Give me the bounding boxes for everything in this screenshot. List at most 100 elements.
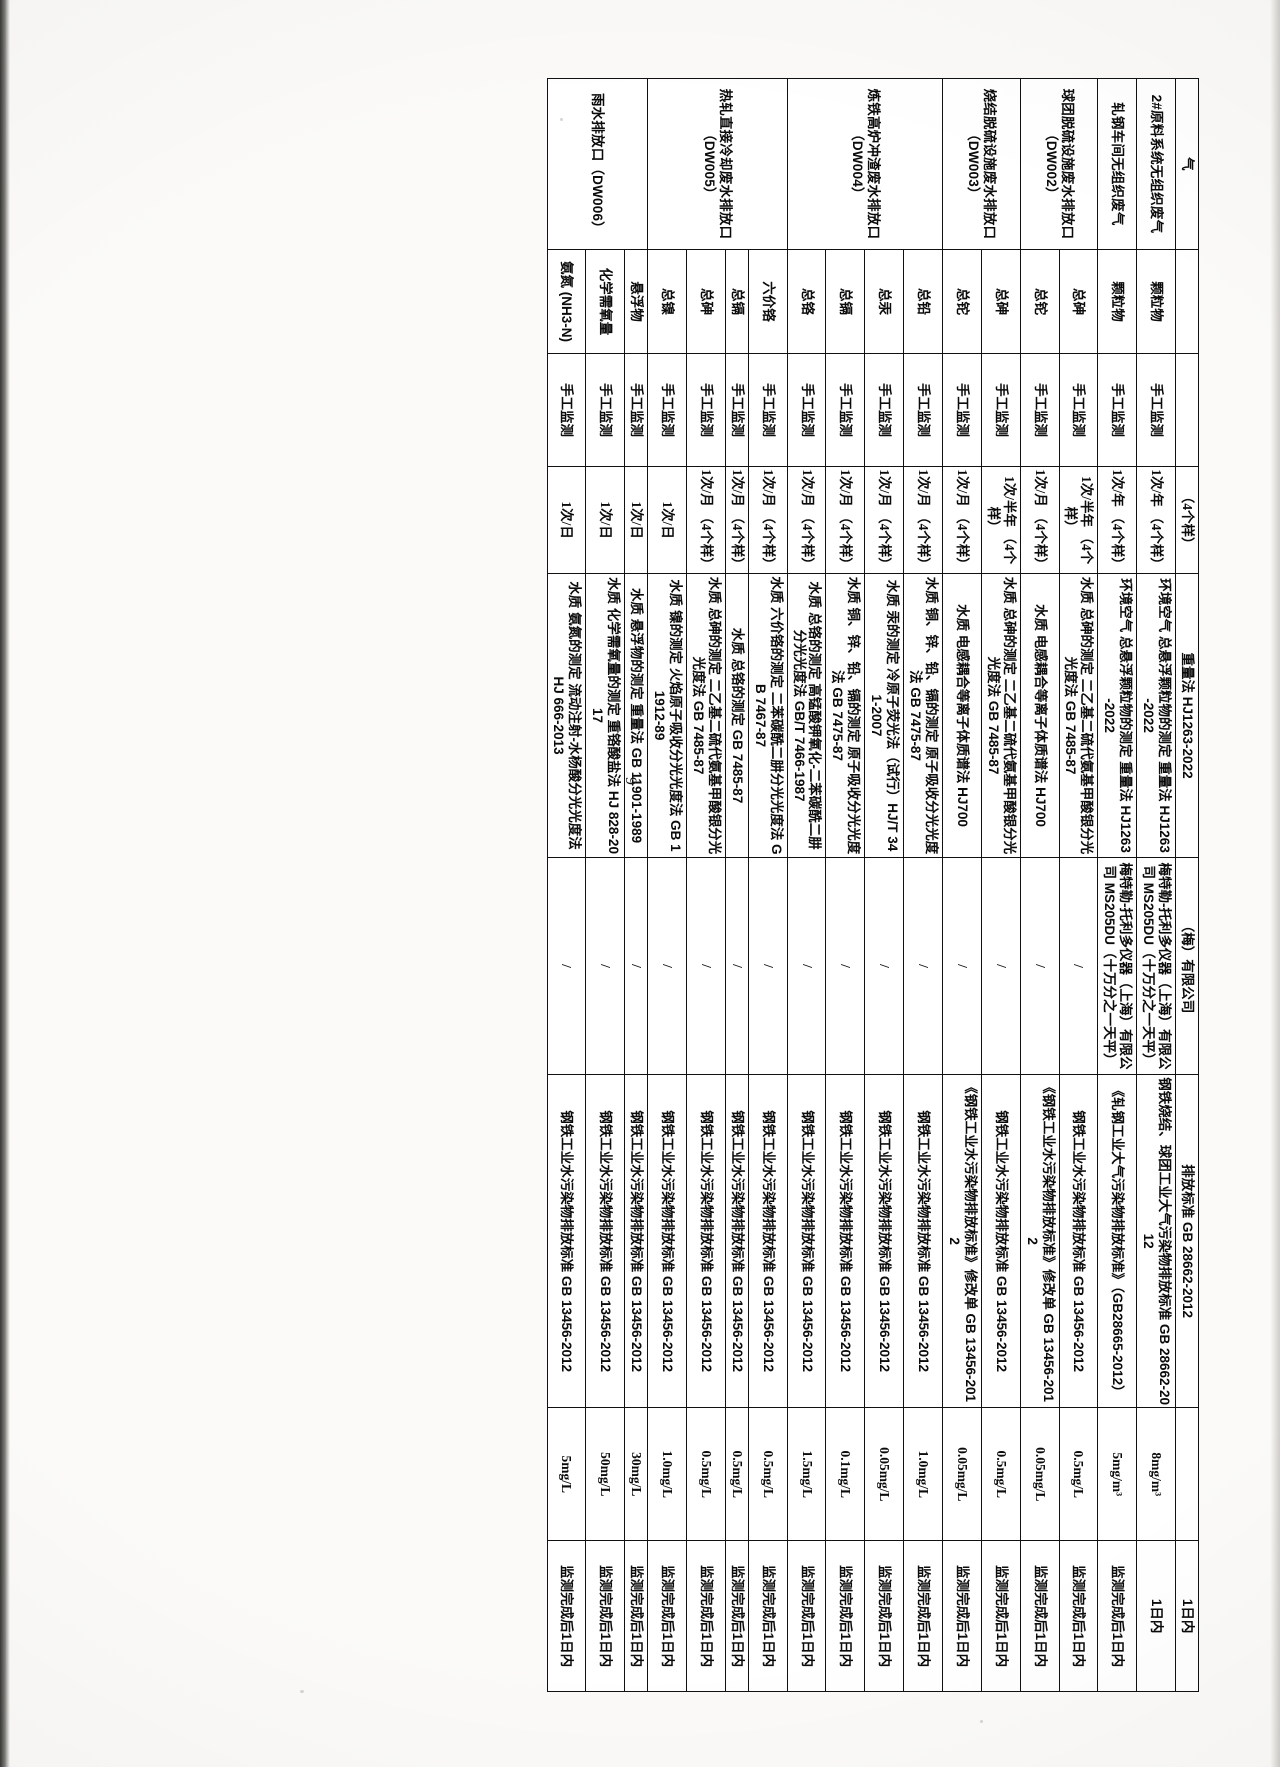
cell-monitoring-method: 手工监测	[825, 353, 865, 467]
table-row: 球团脱硫设施废水排放口（DW002） 总砷 手工监测 1次/半年 （4个样） 水质 总砷…	[1020, 78, 1098, 1691]
table-header-row: 气 （4个样） 重量法 HJ1263-2022 （梅）有限公司 排放标准 GB 2866…	[1175, 78, 1199, 1691]
cell-limit-value: 0.5mg/L	[725, 1407, 749, 1541]
cell-analysis-method: 水质 铜、锌、铅、镉的测定 原子吸收分光光度法 GB 7475-87	[903, 573, 943, 857]
cell-emission-standard: 钢铁工业水污染物排放标准 GB 13456-2012	[1059, 1074, 1098, 1408]
cell-instrument: /	[864, 856, 904, 1075]
cell-emission-standard: 《轧钢工业大气污染物排放标准》（GB28665-2012）	[1097, 1074, 1137, 1408]
cell-monitoring-frequency: 1次/月 （4个样）	[942, 466, 982, 574]
cell-instrument: /	[686, 856, 726, 1075]
table-row: 雨水排放口（DW006） 悬浮物 手工监测 1次/日 水质 悬浮物的测定 重量法 GB …	[547, 78, 648, 1691]
cell-limit-value: 5mg/m³	[1097, 1407, 1137, 1541]
cell-monitoring-frequency: 1次/年 （4个样）	[1136, 466, 1176, 574]
cell-report-time: 监测完成后1日内	[624, 1540, 648, 1691]
cell-analysis-method: 水质 铜、锌、铅、镉的测定 原子吸收分光光度法 GB 7475-87	[825, 573, 865, 857]
cell-limit-value: 1.0mg/L	[647, 1407, 687, 1541]
cell-monitoring-frequency: 1次/月 （4个样）	[748, 466, 788, 574]
cell-limit-value: 0.5mg/L	[686, 1407, 726, 1541]
cell-emission-standard: 钢铁工业水污染物排放标准 GB 13456-2012	[547, 1074, 586, 1408]
cell-instrument: /	[748, 856, 788, 1075]
cell-instrument: 梅特勒-托利多仪器（上海）有限公司 MS205DU（十万分之一天平）	[1097, 856, 1137, 1075]
cell-limit-value: 50mg/L	[585, 1407, 625, 1541]
cell-emission-standard: 《钢铁工业水污染物排放标准》修改单 GB 13456-2012	[1020, 1074, 1060, 1408]
cell-monitoring-frequency: 1次/月 （4个样）	[725, 466, 749, 574]
cell-instrument: /	[903, 856, 943, 1075]
cell-instrument: /	[1020, 856, 1060, 1075]
cell-monitoring-method: 手工监测	[1097, 353, 1137, 467]
cell-monitoring-frequency: 1次/月 （4个样）	[686, 466, 726, 574]
cell-emission-standard: 钢铁工业水污染物排放标准 GB 13456-2012	[686, 1074, 726, 1408]
cell-analysis-method: 环境空气 总悬浮颗粒物的测定 重量法 HJ1263-2022	[1097, 573, 1137, 857]
table-row: 轧钢车间无组织废气 颗粒物 手工监测 1次/年 （4个样） 环境空气 总悬浮颗粒物的测定…	[1097, 78, 1137, 1691]
scan-speck	[300, 1690, 304, 1693]
cell-instrument: /	[725, 856, 749, 1075]
cell-report-time: 监测完成后1日内	[864, 1540, 904, 1691]
table-row: 总汞 手工监测 1次/月 （4个样） 水质 汞的测定 冷原子荧光法（试行）HJ/T 3…	[864, 78, 904, 1691]
table-row: 总镍 手工监测 1次/日 水质 镍的测定 火焰原子吸收分光光度法 GB 11912-8…	[647, 78, 687, 1691]
cell-pollution-source: 热轧直接冷却废水排放口（DW005）	[647, 78, 788, 249]
cell-instrument: /	[981, 856, 1021, 1075]
cell-monitoring-method: 手工监测	[647, 353, 687, 467]
cell-monitoring-frequency: 1次/月 （4个样）	[825, 466, 865, 574]
header-limit-value	[1175, 1407, 1199, 1541]
cell-monitoring-frequency: 1次/月 （4个样）	[903, 466, 943, 574]
cell-report-time: 监测完成后1日内	[903, 1540, 943, 1691]
cell-instrument: /	[1059, 856, 1098, 1075]
cell-limit-value: 30mg/L	[624, 1407, 648, 1541]
header-pollution-source: 气	[1175, 78, 1199, 249]
cell-monitoring-item: 氨氮 (NH3-N)	[547, 248, 586, 354]
cell-monitoring-frequency: 1次/月 （4个样）	[1020, 466, 1060, 574]
cell-pollution-source: 2#原料系统无组织废气	[1136, 78, 1176, 249]
cell-monitoring-item: 化学需氧量	[585, 248, 625, 354]
table-row: 总铊 手工监测 1次/月 （4个样） 水质 电感耦合等离子体质谱法 HJ700/《钢铁…	[942, 78, 982, 1691]
cell-monitoring-item: 颗粒物	[1097, 248, 1137, 354]
cell-report-time: 监测完成后1日内	[825, 1540, 865, 1691]
table-row: 总铊 手工监测 1次/月 （4个样） 水质 电感耦合等离子体质谱法 HJ700/《钢铁…	[1020, 78, 1060, 1691]
cell-monitoring-item: 总铊	[1020, 248, 1060, 354]
rotated-table-stage: 气 （4个样） 重量法 HJ1263-2022 （梅）有限公司 排放标准 GB 2866…	[75, 54, 1205, 1714]
header-emission-standard: 排放标准 GB 28662-2012	[1175, 1074, 1199, 1408]
cell-limit-value: 0.5mg/L	[1059, 1407, 1098, 1541]
cell-report-time: 监测完成后1日内	[1097, 1540, 1137, 1691]
cell-analysis-method: 水质 总铬的测定 GB 7485-87	[725, 573, 749, 857]
cell-analysis-method: 水质 化学需氧量的测定 重铬酸盐法 HJ 828-2017	[585, 573, 625, 857]
cell-emission-standard: 钢铁工业水污染物排放标准 GB 13456-2012	[647, 1074, 687, 1408]
cell-analysis-method: 水质 六价铬的测定 二苯碳酰二肼分光光度法 GB 7467-87	[748, 573, 788, 857]
cell-report-time: 监测完成后1日内	[942, 1540, 982, 1691]
cell-emission-standard: 钢铁工业水污染物排放标准 GB 13456-2012	[624, 1074, 648, 1408]
cell-report-time: 监测完成后1日内	[686, 1540, 726, 1691]
scan-right-edge-shadow	[1270, 0, 1280, 1767]
cell-emission-standard: 钢铁烧结、球团工业大气污染物排放标准 GB 28662-2012	[1136, 1074, 1176, 1408]
cell-emission-standard: 钢铁工业水污染物排放标准 GB 13456-2012	[585, 1074, 625, 1408]
cell-report-time: 监测完成后1日内	[547, 1540, 586, 1691]
cell-monitoring-frequency: 1次/年 （4个样）	[1097, 466, 1137, 574]
cell-analysis-method: 水质 电感耦合等离子体质谱法 HJ700	[942, 573, 982, 857]
cell-limit-value: 0.05mg/L	[1020, 1407, 1060, 1541]
cell-report-time: 监测完成后1日内	[787, 1540, 826, 1691]
cell-limit-value: 0.05mg/L	[864, 1407, 904, 1541]
cell-limit-value: 8mg/m³	[1136, 1407, 1176, 1541]
cell-monitoring-method: 手工监测	[903, 353, 943, 467]
scan-left-edge-shadow	[0, 0, 10, 1767]
table-row: 总铬 手工监测 1次/月 （4个样） 水质 总铬的测定 高锰酸钾氧化-二苯碳酰二肼分光…	[787, 78, 826, 1691]
cell-monitoring-method: 手工监测	[585, 353, 625, 467]
cell-monitoring-item: 总铊	[942, 248, 982, 354]
cell-monitoring-item: 总砷	[686, 248, 726, 354]
cell-emission-standard: 钢铁工业水污染物排放标准 GB 13456-2012	[725, 1074, 749, 1408]
cell-instrument: 梅特勒-托利多仪器（上海）有限公司 MS205DU（十万分之一天平）	[1136, 856, 1176, 1075]
cell-emission-standard: 钢铁工业水污染物排放标准 GB 13456-2012	[903, 1074, 943, 1408]
cell-monitoring-item: 总砷	[981, 248, 1021, 354]
cell-monitoring-method: 手工监测	[725, 353, 749, 467]
cell-pollution-source: 炼铁高炉冲渣废水排放口（DW004）	[787, 78, 943, 249]
cell-analysis-method: 环境空气 总悬浮颗粒物的测定 重量法 HJ1263-2022	[1136, 573, 1176, 857]
cell-instrument: /	[787, 856, 826, 1075]
cell-monitoring-frequency: 1次/月 （4个样）	[864, 466, 904, 574]
cell-limit-value: 0.5mg/L	[981, 1407, 1021, 1541]
cell-instrument: /	[825, 856, 865, 1075]
scan-speck	[560, 118, 563, 121]
cell-monitoring-method: 手工监测	[1020, 353, 1060, 467]
cell-report-time: 1日内	[1136, 1540, 1176, 1691]
cell-analysis-method: 水质 总砷的测定 二乙基二硫代氨基甲酸银分光光度法 GB 7485-87	[1059, 573, 1098, 857]
cell-report-time: 监测完成后1日内	[1020, 1540, 1060, 1691]
table-row: 氨氮 (NH3-N) 手工监测 1次/日 水质 氨氮的测定 流动注射-水杨酸分光光度法…	[547, 78, 586, 1691]
